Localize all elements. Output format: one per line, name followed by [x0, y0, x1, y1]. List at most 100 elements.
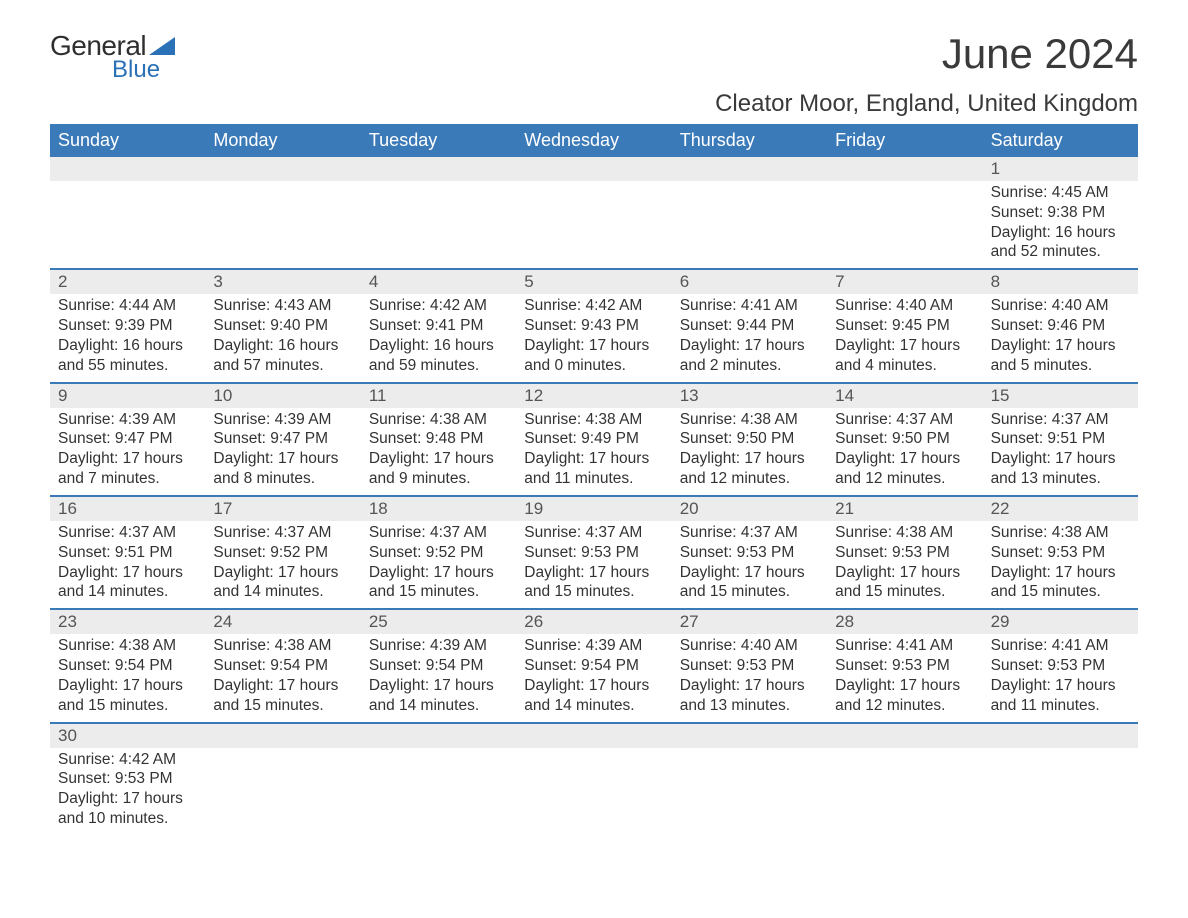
day-cell: Sunrise: 4:38 AMSunset: 9:53 PMDaylight:…	[827, 521, 982, 608]
weekday-label: Sunday	[50, 124, 205, 157]
day-daylight1: Daylight: 17 hours	[58, 449, 197, 469]
calendar-table: Sunday Monday Tuesday Wednesday Thursday…	[50, 124, 1138, 835]
day-number: 22	[983, 497, 1138, 521]
day-sunrise: Sunrise: 4:38 AM	[680, 410, 819, 430]
day-daylight2: and 15 minutes.	[369, 582, 508, 602]
day-cell	[205, 748, 360, 835]
day-number	[672, 157, 827, 181]
day-cell: Sunrise: 4:37 AMSunset: 9:52 PMDaylight:…	[361, 521, 516, 608]
day-number: 12	[516, 384, 671, 408]
brand-logo: General Blue	[50, 30, 175, 84]
day-sunset: Sunset: 9:47 PM	[58, 429, 197, 449]
day-cell: Sunrise: 4:39 AMSunset: 9:54 PMDaylight:…	[361, 634, 516, 721]
day-number: 24	[205, 610, 360, 634]
day-cell: Sunrise: 4:38 AMSunset: 9:50 PMDaylight:…	[672, 408, 827, 495]
day-sunrise: Sunrise: 4:40 AM	[835, 296, 974, 316]
page-title: June 2024	[715, 30, 1138, 78]
day-daylight2: and 12 minutes.	[680, 469, 819, 489]
day-cell: Sunrise: 4:40 AMSunset: 9:45 PMDaylight:…	[827, 294, 982, 381]
day-number	[361, 157, 516, 181]
weekday-label: Thursday	[672, 124, 827, 157]
day-daylight2: and 2 minutes.	[680, 356, 819, 376]
day-daylight2: and 14 minutes.	[58, 582, 197, 602]
day-number: 3	[205, 270, 360, 294]
day-sunrise: Sunrise: 4:44 AM	[58, 296, 197, 316]
day-number: 23	[50, 610, 205, 634]
day-cell: Sunrise: 4:41 AMSunset: 9:53 PMDaylight:…	[983, 634, 1138, 721]
day-sunrise: Sunrise: 4:37 AM	[835, 410, 974, 430]
day-cell: Sunrise: 4:38 AMSunset: 9:49 PMDaylight:…	[516, 408, 671, 495]
day-daylight2: and 15 minutes.	[213, 696, 352, 716]
day-cell	[827, 181, 982, 268]
calendar-week: 1Sunrise: 4:45 AMSunset: 9:38 PMDaylight…	[50, 157, 1138, 268]
day-number	[827, 724, 982, 748]
day-number: 30	[50, 724, 205, 748]
day-daylight1: Daylight: 17 hours	[991, 563, 1130, 583]
day-daylight1: Daylight: 16 hours	[213, 336, 352, 356]
day-number: 7	[827, 270, 982, 294]
day-cell	[516, 181, 671, 268]
day-daylight2: and 14 minutes.	[213, 582, 352, 602]
day-daylight2: and 11 minutes.	[991, 696, 1130, 716]
day-daylight2: and 9 minutes.	[369, 469, 508, 489]
day-daylight1: Daylight: 16 hours	[369, 336, 508, 356]
day-number: 1	[983, 157, 1138, 181]
day-number-row: 16171819202122	[50, 497, 1138, 521]
day-sunset: Sunset: 9:53 PM	[835, 543, 974, 563]
day-number: 20	[672, 497, 827, 521]
day-sunset: Sunset: 9:53 PM	[991, 656, 1130, 676]
day-sunset: Sunset: 9:40 PM	[213, 316, 352, 336]
day-number-row: 30	[50, 724, 1138, 748]
day-sunset: Sunset: 9:52 PM	[369, 543, 508, 563]
day-daylight1: Daylight: 17 hours	[835, 449, 974, 469]
day-daylight2: and 7 minutes.	[58, 469, 197, 489]
day-cell	[361, 748, 516, 835]
day-daylight1: Daylight: 16 hours	[58, 336, 197, 356]
day-cell: Sunrise: 4:42 AMSunset: 9:43 PMDaylight:…	[516, 294, 671, 381]
weekday-label: Wednesday	[516, 124, 671, 157]
day-sunrise: Sunrise: 4:39 AM	[524, 636, 663, 656]
day-sunrise: Sunrise: 4:40 AM	[991, 296, 1130, 316]
day-sunrise: Sunrise: 4:40 AM	[680, 636, 819, 656]
day-number: 4	[361, 270, 516, 294]
day-number	[205, 157, 360, 181]
day-cell	[361, 181, 516, 268]
day-daylight2: and 4 minutes.	[835, 356, 974, 376]
day-number-row: 9101112131415	[50, 384, 1138, 408]
day-cell: Sunrise: 4:39 AMSunset: 9:47 PMDaylight:…	[205, 408, 360, 495]
day-sunrise: Sunrise: 4:38 AM	[991, 523, 1130, 543]
day-sunrise: Sunrise: 4:38 AM	[369, 410, 508, 430]
day-number	[516, 724, 671, 748]
day-daylight2: and 55 minutes.	[58, 356, 197, 376]
day-daylight1: Daylight: 17 hours	[213, 449, 352, 469]
day-sunrise: Sunrise: 4:45 AM	[991, 183, 1130, 203]
day-daylight2: and 13 minutes.	[680, 696, 819, 716]
day-number	[827, 157, 982, 181]
day-sunrise: Sunrise: 4:37 AM	[369, 523, 508, 543]
day-daylight1: Daylight: 17 hours	[524, 336, 663, 356]
day-number	[50, 157, 205, 181]
day-cell	[827, 748, 982, 835]
day-number: 6	[672, 270, 827, 294]
day-sunrise: Sunrise: 4:38 AM	[58, 636, 197, 656]
day-sunset: Sunset: 9:48 PM	[369, 429, 508, 449]
day-daylight1: Daylight: 17 hours	[991, 336, 1130, 356]
weekday-label: Tuesday	[361, 124, 516, 157]
day-cell: Sunrise: 4:40 AMSunset: 9:46 PMDaylight:…	[983, 294, 1138, 381]
logo-flag-icon	[149, 37, 175, 55]
day-daylight2: and 14 minutes.	[369, 696, 508, 716]
day-cell: Sunrise: 4:43 AMSunset: 9:40 PMDaylight:…	[205, 294, 360, 381]
day-sunset: Sunset: 9:54 PM	[58, 656, 197, 676]
day-daylight2: and 57 minutes.	[213, 356, 352, 376]
day-number: 11	[361, 384, 516, 408]
day-daylight2: and 14 minutes.	[524, 696, 663, 716]
day-number: 15	[983, 384, 1138, 408]
day-daylight2: and 15 minutes.	[680, 582, 819, 602]
day-number: 16	[50, 497, 205, 521]
day-sunset: Sunset: 9:51 PM	[58, 543, 197, 563]
day-number-row: 23242526272829	[50, 610, 1138, 634]
day-daylight1: Daylight: 16 hours	[991, 223, 1130, 243]
day-daylight2: and 15 minutes.	[524, 582, 663, 602]
weekday-label: Friday	[827, 124, 982, 157]
day-daylight1: Daylight: 17 hours	[680, 563, 819, 583]
